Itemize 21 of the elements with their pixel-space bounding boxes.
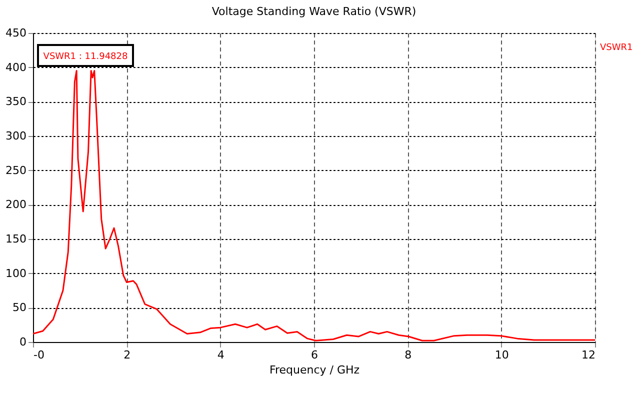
x-tick-label: 6 — [311, 348, 318, 362]
y-tick-label: 0 — [20, 336, 26, 348]
text: VSWR1 — [600, 43, 633, 53]
y-tick-label: 350 — [6, 95, 26, 108]
x-tick-label: 8 — [404, 348, 412, 362]
annotation: VSWR1 : 11.94828 — [43, 52, 128, 62]
x-tick-label: -0 — [34, 348, 44, 362]
y-tick-label: 300 — [6, 130, 26, 142]
y-tick-label: 450 — [6, 26, 26, 40]
x-tick-label: 4 — [217, 348, 224, 362]
chart-title: Voltage Standing Wave Ratio (VSWR) — [212, 5, 416, 18]
x-tick-label: 2 — [124, 348, 131, 362]
y-tick-label: 250 — [6, 164, 26, 177]
y-tick-label: 200 — [6, 198, 26, 212]
y-tick-label: 50 — [12, 301, 26, 314]
y-tick-label: 400 — [6, 60, 26, 74]
y-tick-label: 100 — [6, 266, 26, 280]
x-tick-label: 10 — [494, 348, 509, 362]
y-tick-label: 150 — [6, 232, 26, 246]
x-tick-label: 12 — [582, 348, 596, 362]
x-axis-title: Frequency / GHz — [269, 364, 360, 376]
